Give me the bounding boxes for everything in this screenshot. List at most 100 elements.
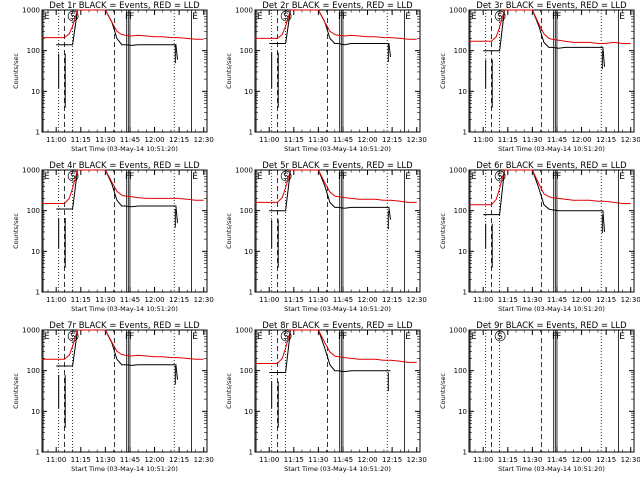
marker-label: F	[552, 12, 557, 22]
marker-label: E	[44, 332, 50, 342]
series-events-line	[269, 169, 391, 220]
x-tick-label: 12:00	[571, 296, 591, 304]
marker-label: E	[405, 172, 411, 182]
y-tick-label: 1	[36, 449, 40, 457]
marker-label: F	[129, 332, 134, 342]
detector-panel-1: Det 1r BLACK = Events, RED = LLD Counts/s…	[12, 1, 214, 153]
plot-frame	[254, 169, 421, 293]
panel-title: Det 9r BLACK = Events, RED = LLD	[476, 321, 627, 331]
y-axis-label: Counts/sec	[439, 373, 447, 409]
x-tick-label: 12:30	[407, 296, 427, 304]
y-tick-label: 100	[454, 47, 467, 55]
marker-label: S	[283, 12, 289, 22]
marker-label: F	[125, 332, 130, 342]
x-tick-label: 11:15	[71, 296, 91, 304]
y-tick-label: 10	[458, 408, 467, 416]
panel-title: Det 7r BLACK = Events, RED = LLD	[49, 321, 200, 331]
x-axis-label: Start Time (03-May-14 10:51:20)	[498, 465, 605, 473]
y-tick-label: 1	[249, 129, 253, 137]
x-tick-label: 12:15	[382, 136, 402, 144]
y-tick-label: 10	[458, 88, 467, 96]
marker-label: F	[556, 332, 561, 342]
y-tick-label: 10	[31, 408, 40, 416]
panel-title: Det 1r BLACK = Events, RED = LLD	[49, 1, 200, 11]
series-events-line	[56, 9, 178, 60]
marker-label: F	[552, 172, 557, 182]
x-tick-label: 12:00	[571, 136, 591, 144]
detector-panel-8: Det 8r BLACK = Events, RED = LLD Counts/s…	[225, 321, 427, 473]
saa-circle-icon	[67, 10, 79, 22]
y-tick-label: 10	[244, 408, 253, 416]
saa-circle-icon	[494, 330, 506, 342]
marker-label: S	[497, 332, 503, 342]
x-axis-label: Start Time (03-May-14 10:51:20)	[71, 305, 178, 313]
detector-panel-5: Det 5r BLACK = Events, RED = LLD Counts/s…	[225, 161, 427, 313]
marker-label: E	[405, 332, 411, 342]
marker-label: S	[497, 172, 503, 182]
y-tick-label: 1000	[235, 7, 253, 15]
panel-title: Det 8r BLACK = Events, RED = LLD	[262, 321, 413, 331]
plot-frame	[468, 329, 635, 453]
saa-circle-icon	[280, 330, 292, 342]
marker-label: F	[338, 172, 343, 182]
marker-label: S	[70, 172, 76, 182]
x-tick-label: 11:45	[120, 296, 140, 304]
saa-circle-icon	[280, 170, 292, 182]
detector-panel-2: Det 2r BLACK = Events, RED = LLD Counts/s…	[225, 1, 427, 153]
x-axis-label: Start Time (03-May-14 10:51:20)	[498, 305, 605, 313]
x-tick-label: 11:15	[284, 456, 304, 464]
panel-title: Det 3r BLACK = Events, RED = LLD	[476, 1, 627, 11]
y-tick-label: 1	[36, 129, 40, 137]
x-axis-label: Start Time (03-May-14 10:51:20)	[284, 305, 391, 313]
x-tick-label: 12:00	[571, 456, 591, 464]
x-tick-label: 12:00	[357, 136, 377, 144]
y-tick-label: 10	[31, 88, 40, 96]
y-tick-label: 100	[240, 47, 253, 55]
marker-label: E	[257, 12, 263, 22]
marker-label: F	[125, 172, 130, 182]
x-axis-label: Start Time (03-May-14 10:51:20)	[71, 465, 178, 473]
detector-panel-6: Det 6r BLACK = Events, RED = LLD Counts/s…	[439, 161, 640, 313]
x-tick-label: 11:15	[71, 456, 91, 464]
marker-label: E	[44, 172, 50, 182]
saa-circle-icon	[280, 10, 292, 22]
x-tick-label: 12:00	[144, 136, 164, 144]
marker-label: F	[129, 172, 134, 182]
x-tick-label: 11:30	[522, 136, 542, 144]
x-tick-label: 11:00	[259, 296, 279, 304]
x-tick-label: 11:30	[95, 296, 115, 304]
y-tick-label: 1000	[235, 167, 253, 175]
y-tick-label: 1000	[449, 7, 467, 15]
x-tick-label: 12:00	[357, 296, 377, 304]
y-tick-label: 1	[463, 289, 467, 297]
y-tick-label: 1000	[22, 327, 40, 335]
x-tick-label: 12:00	[144, 296, 164, 304]
x-tick-label: 11:45	[333, 136, 353, 144]
x-tick-label: 11:45	[547, 296, 567, 304]
panel-title: Det 2r BLACK = Events, RED = LLD	[262, 1, 413, 11]
detector-panel-3: Det 3r BLACK = Events, RED = LLD Counts/s…	[439, 1, 640, 153]
x-tick-label: 11:00	[46, 296, 66, 304]
y-axis-label: Counts/sec	[225, 213, 233, 249]
x-tick-label: 12:30	[621, 296, 640, 304]
plot-frame	[468, 169, 635, 293]
x-tick-label: 11:30	[522, 296, 542, 304]
plot-frame	[41, 329, 208, 453]
marker-label: E	[471, 12, 477, 22]
y-tick-label: 100	[240, 367, 253, 375]
marker-label: F	[556, 12, 561, 22]
detector-panel-9: Det 9r BLACK = Events, RED = LLD Counts/s…	[439, 321, 640, 473]
y-axis-label: Counts/sec	[12, 213, 20, 249]
marker-label: E	[619, 12, 625, 22]
x-tick-label: 11:30	[522, 456, 542, 464]
x-tick-label: 12:30	[194, 296, 214, 304]
x-tick-label: 12:30	[194, 136, 214, 144]
series-lld-line	[41, 9, 204, 40]
x-tick-label: 11:30	[308, 296, 328, 304]
x-axis-label: Start Time (03-May-14 10:51:20)	[498, 145, 605, 153]
y-tick-label: 1000	[235, 327, 253, 335]
marker-label: E	[192, 12, 198, 22]
marker-label: F	[125, 12, 130, 22]
marker-label: E	[257, 332, 263, 342]
